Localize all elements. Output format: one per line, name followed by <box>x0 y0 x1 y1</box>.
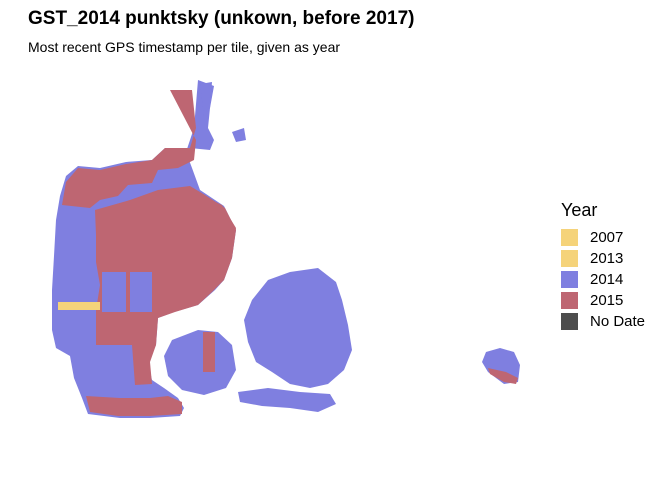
legend-label: 2013 <box>590 250 624 267</box>
legend-label: 2007 <box>590 229 624 246</box>
legend-item-2007: 2007 <box>561 227 645 248</box>
legend-title: Year <box>561 200 598 220</box>
skagen-tip-2014 <box>200 82 212 118</box>
map-title: GST_2014 punktsky (unkown, before 2017) <box>28 8 415 29</box>
map-subtitle: Most recent GPS timestamp per tile, give… <box>28 39 341 55</box>
legend-item-2013: 2013 <box>561 248 645 269</box>
bornholm-2015-strip <box>488 368 518 384</box>
jutland-central-2015-region <box>95 186 236 385</box>
legend-label: 2015 <box>590 292 624 309</box>
legend-label: No Date <box>590 313 646 330</box>
legend-swatch <box>561 313 578 330</box>
legend-label: 2014 <box>590 271 624 288</box>
west-coast-2007-tile <box>58 302 100 310</box>
lolland-2014-region <box>238 388 336 412</box>
legend-item-no-date: No Date <box>561 311 645 332</box>
legend-swatch <box>561 292 578 309</box>
legend-item-2014: 2014 <box>561 269 645 290</box>
zealand-2014-region <box>244 268 352 388</box>
legend-item-2015: 2015 <box>561 290 645 311</box>
fyn-2014-region <box>164 330 236 395</box>
legend: Year 2007 2013 2014 2015 No Date <box>561 200 645 332</box>
legend-swatch <box>561 229 578 246</box>
mid-2014-strip <box>126 272 130 312</box>
jutland-north-2015-region <box>62 90 196 208</box>
anholt-2014-island <box>232 128 246 142</box>
legend-swatch <box>561 250 578 267</box>
legend-swatch <box>561 271 578 288</box>
fyn-2015-strip <box>203 332 215 372</box>
djursland-2015-region <box>200 195 236 278</box>
jutland-south-2015-region <box>86 396 182 416</box>
